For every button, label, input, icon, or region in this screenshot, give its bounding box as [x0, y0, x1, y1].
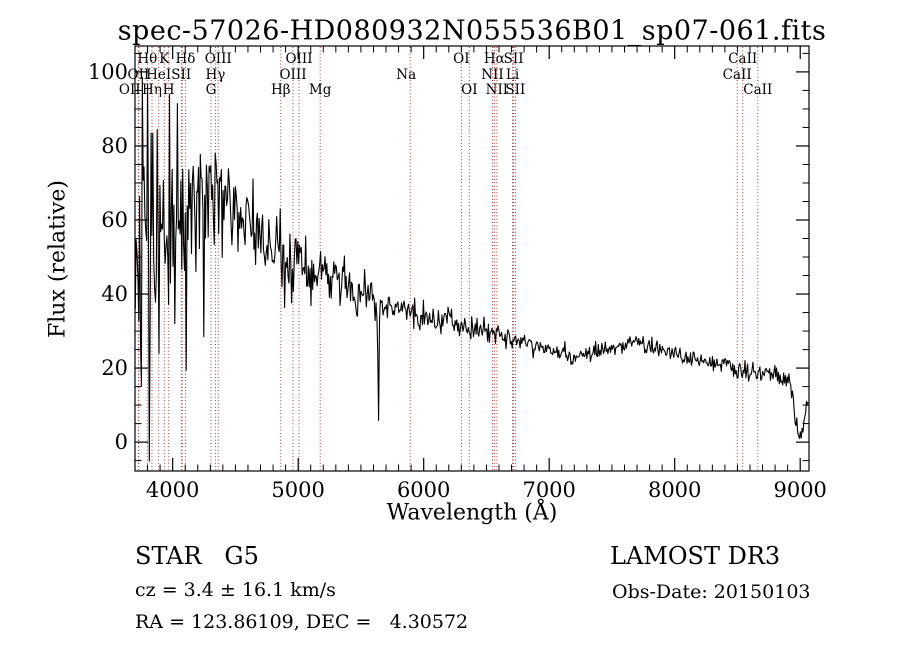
spectral-line-label: H — [162, 81, 175, 98]
spectral-line-label: HeI — [146, 66, 172, 83]
y-tick-label: 0 — [114, 430, 128, 455]
spectral-line-label: OI — [453, 51, 470, 67]
spectral-line-label: Hβ — [270, 81, 291, 98]
spectral-line-label: Hθ — [137, 51, 158, 67]
spectral-line-label: Na — [396, 66, 417, 83]
x-tick-label: 5000 — [271, 478, 325, 502]
spectral-line-label: NII — [485, 81, 509, 98]
spectral-line-label: Hη — [142, 81, 162, 98]
y-tick-label: 20 — [101, 356, 128, 381]
x-tick-label: 9000 — [773, 478, 827, 502]
plot-frame — [134, 45, 810, 472]
spectral-line-label: NII — [481, 66, 504, 83]
spectral-line-label: SII — [505, 81, 526, 98]
x-tick-label: 6000 — [396, 478, 451, 502]
survey-release-label: LAMOST DR3 — [610, 542, 781, 570]
spectral-line-label: SII — [503, 51, 524, 67]
spectral-line-label: CaII — [722, 66, 752, 83]
object-class-label: STAR G5 — [135, 542, 259, 570]
y-tick-label: 60 — [101, 207, 128, 232]
ra-dec-label: RA = 123.86109, DEC = 4.30572 — [135, 611, 469, 633]
spectral-line-label: OIII — [204, 51, 232, 67]
spectral-line-label: G — [205, 81, 217, 98]
spectral-line-label: Li — [505, 66, 520, 83]
x-tick-label: 8000 — [647, 478, 702, 502]
spectral-line-label: Hδ — [175, 51, 196, 67]
x-axis-label: Wavelength (Å) — [386, 500, 558, 526]
y-tick-label: 80 — [101, 133, 128, 158]
spectral-line-label: OIII — [279, 66, 307, 83]
x-tick-label: 7000 — [522, 478, 576, 502]
spectral-line-label: OII — [127, 66, 150, 83]
y-tick-label: 40 — [101, 282, 128, 307]
spectral-line-label: K — [159, 51, 170, 67]
plot-title: spec-57026-HD080932N055536B01_sp07-061.f… — [117, 15, 827, 47]
spectral-line-label: CaII — [728, 51, 758, 67]
spectral-line-label: CaII — [743, 81, 773, 98]
spectral-line-label: OIII — [285, 51, 313, 67]
spectral-line-label: OII — [118, 81, 141, 98]
y-tick-label: 100 — [87, 59, 128, 84]
obs-date-label: Obs-Date: 20150103 — [612, 581, 811, 603]
spectral-line-label: OI — [461, 81, 478, 98]
x-tick-label: 4000 — [145, 478, 200, 502]
spectrum-trace — [134, 76, 809, 462]
spectral-line-label: Mg — [308, 81, 332, 98]
spectral-line-label: Hα — [483, 51, 505, 67]
spectral-line-label: Hγ — [205, 66, 226, 83]
radial-velocity-label: cz = 3.4 ± 16.1 km/s — [135, 579, 336, 601]
spectral-line-label: SII — [171, 66, 192, 83]
